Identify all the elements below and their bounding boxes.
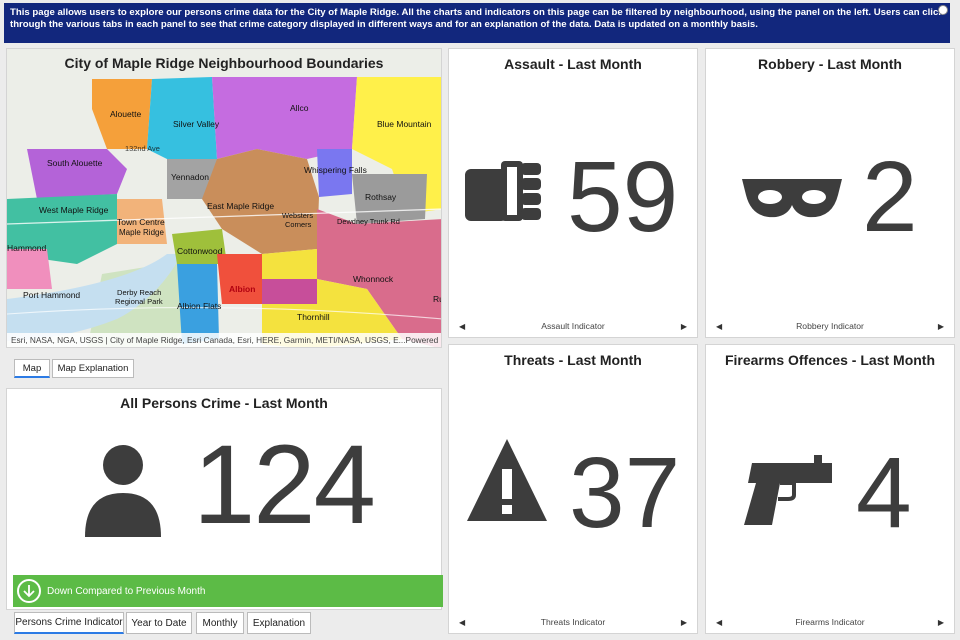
tab-monthly[interactable]: Monthly: [196, 612, 244, 634]
label-albion: Albion: [229, 284, 255, 294]
down-arrow-icon: [17, 579, 41, 603]
label-port-hammond: Port Hammond: [23, 290, 80, 300]
firearms-count: 4: [856, 437, 912, 549]
assault-title: Assault - Last Month: [504, 56, 642, 72]
persons-crime-count: 124: [193, 422, 376, 547]
label-regional-park: Regional Park: [115, 297, 163, 306]
label-hammond: Hammond: [7, 243, 46, 253]
assault-card: Assault - Last Month 59 ◀ Assault Indica…: [448, 48, 698, 338]
tab-map[interactable]: Map: [14, 359, 50, 378]
east-maple-ridge-area: [202, 149, 319, 254]
albion-flats-area: [177, 264, 219, 344]
assault-prev-arrow[interactable]: ◀: [459, 321, 466, 331]
tab-year-to-date[interactable]: Year to Date: [126, 612, 192, 634]
powered-by-esri-link[interactable]: Powered by Esri: [405, 335, 441, 345]
robbery-footer: ◀ Robbery Indicator ▶: [706, 315, 954, 337]
whispering-falls-area: [317, 149, 352, 197]
threats-prev-arrow[interactable]: ◀: [459, 617, 466, 627]
label-rothsay: Rothsay: [365, 192, 397, 202]
firearms-prev-arrow[interactable]: ◀: [716, 617, 723, 627]
albion-area: [217, 254, 262, 304]
trend-indicator: Down Compared to Previous Month: [13, 575, 443, 607]
label-corners: Corners: [285, 220, 312, 229]
label-132nd-ave: 132nd Ave: [125, 144, 160, 153]
tab-map-explanation[interactable]: Map Explanation: [52, 359, 134, 378]
map-panel: Alouette Silver Valley Allco Blue Mounta…: [6, 48, 442, 348]
west-maple-ridge-area: [7, 194, 117, 264]
robbery-count: 2: [862, 141, 918, 253]
allco-area: [212, 77, 357, 159]
label-allco: Allco: [290, 103, 309, 113]
trend-text: Down Compared to Previous Month: [47, 585, 206, 597]
label-maple-ridge: Maple Ridge: [119, 228, 164, 237]
label-ru: Ru: [433, 294, 442, 304]
person-icon: [85, 445, 161, 537]
assault-indicator-label: Assault Indicator: [541, 321, 605, 331]
threats-title: Threats - Last Month: [504, 352, 642, 368]
label-derby-reach: Derby Reach: [117, 288, 161, 297]
map-attribution: Esri, NASA, NGA, USGS | City of Maple Ri…: [7, 333, 441, 347]
label-albion-flats: Albion Flats: [177, 301, 221, 311]
attribution-text: Esri, NASA, NGA, USGS | City of Maple Ri…: [11, 335, 406, 345]
threats-footer: ◀ Threats Indicator ▶: [449, 611, 697, 633]
label-west-maple-ridge: West Maple Ridge: [39, 205, 109, 215]
threats-card: Threats - Last Month 37 ◀ Threats Indica…: [448, 344, 698, 634]
label-silver-valley: Silver Valley: [173, 119, 220, 129]
label-south-alouette: South Alouette: [47, 158, 103, 168]
label-town-centre: Town Centre: [117, 217, 165, 227]
label-alouette: Alouette: [110, 109, 141, 119]
alouette-area: [92, 79, 152, 149]
pistol-icon: [744, 455, 832, 525]
assault-next-arrow[interactable]: ▶: [680, 321, 687, 331]
tab-explanation[interactable]: Explanation: [247, 612, 311, 634]
label-dewdney-trunk-rd: Dewdney Trunk Rd: [337, 217, 400, 226]
firearms-indicator-label: Firearms Indicator: [795, 617, 865, 627]
label-east-maple-ridge: East Maple Ridge: [207, 201, 274, 211]
neighbourhood-map[interactable]: Alouette Silver Valley Allco Blue Mounta…: [7, 49, 442, 348]
threats-next-arrow[interactable]: ▶: [680, 617, 687, 627]
south-alouette-area: [27, 149, 127, 199]
label-thornhill: Thornhill: [297, 312, 330, 322]
mask-icon: [742, 179, 842, 218]
label-whonnock: Whonnock: [353, 274, 394, 284]
label-cottonwood: Cottonwood: [177, 246, 223, 256]
robbery-title: Robbery - Last Month: [758, 56, 902, 72]
robbery-prev-arrow[interactable]: ◀: [716, 321, 723, 331]
warning-icon: [467, 439, 547, 521]
threats-indicator-label: Threats Indicator: [540, 617, 606, 627]
label-websters: Websters: [282, 211, 313, 220]
tab-persons-crime-indicator[interactable]: Persons Crime Indicator: [14, 612, 124, 634]
persons-crime-title: All Persons Crime - Last Month: [120, 395, 328, 411]
firearms-footer: ◀ Firearms Indicator ▶: [706, 611, 954, 633]
fist-icon: [465, 161, 541, 221]
thornhill-area: [262, 249, 402, 347]
cottonwood-area: [172, 229, 227, 264]
threats-count: 37: [569, 437, 681, 549]
assault-footer: ◀ Assault Indicator ▶: [449, 315, 697, 337]
robbery-next-arrow[interactable]: ▶: [937, 321, 944, 331]
robbery-card: Robbery - Last Month 2 ◀ Robbery Indicat…: [705, 48, 955, 338]
label-yennadon: Yennadon: [171, 172, 209, 182]
hammond-area: [7, 249, 52, 289]
silver-valley-area: [147, 77, 217, 159]
firearms-card: Firearms Offences - Last Month 4 ◀ Firea…: [705, 344, 955, 634]
banner-text: This page allows users to explore our pe…: [10, 7, 944, 30]
expand-icon[interactable]: [938, 5, 948, 15]
assault-count: 59: [567, 141, 679, 253]
town-centre-area: [117, 199, 167, 244]
whonnock-area: [317, 209, 441, 347]
label-whispering-falls: Whispering Falls: [304, 165, 367, 175]
firearms-title: Firearms Offences - Last Month: [724, 352, 936, 368]
robbery-indicator-label: Robbery Indicator: [796, 321, 864, 331]
firearms-next-arrow[interactable]: ▶: [937, 617, 944, 627]
info-banner: This page allows users to explore our pe…: [4, 3, 950, 43]
map-title: City of Maple Ridge Neighbourhood Bounda…: [64, 55, 384, 71]
label-blue-mountain: Blue Mountain: [377, 119, 432, 129]
all-persons-crime-panel: All Persons Crime - Last Month 124 Down …: [6, 388, 443, 610]
